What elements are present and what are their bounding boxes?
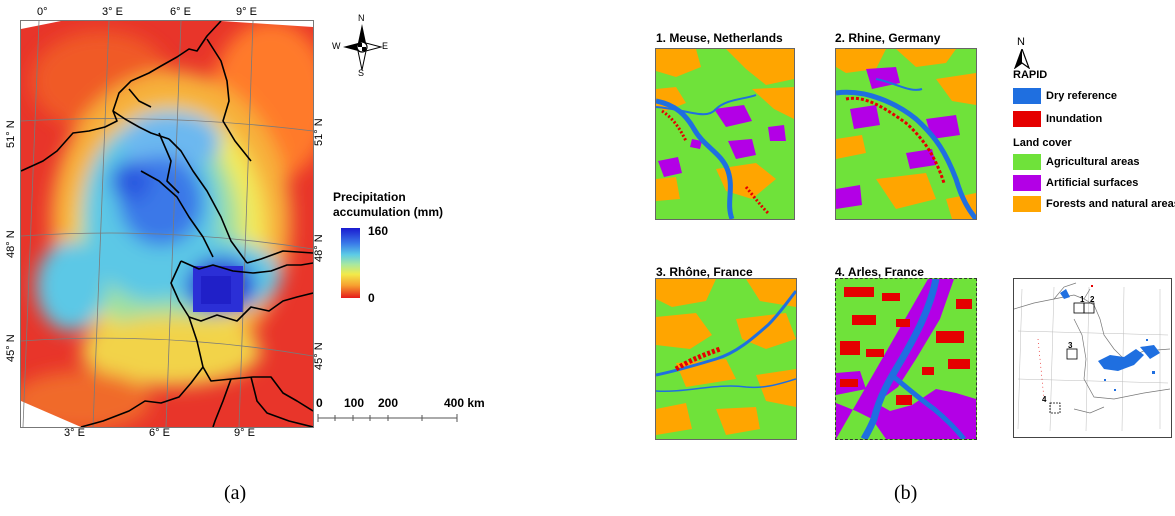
scalebar-label-400: 400 km bbox=[444, 396, 485, 410]
rapid-title: RAPID bbox=[1013, 69, 1048, 81]
compass-s: S bbox=[358, 68, 365, 78]
legend-label-artificial: Artificial surfaces bbox=[1046, 177, 1139, 189]
map-title-1: 1. Meuse, Netherlands bbox=[656, 31, 783, 45]
compass-n: N bbox=[358, 13, 365, 23]
landcover-map-3 bbox=[656, 279, 796, 435]
legend-min: 0 bbox=[368, 291, 375, 305]
inset-marker-2: 2 bbox=[1090, 295, 1095, 304]
legend-swatch-artificial bbox=[1013, 175, 1041, 191]
inset-marker-1: 1 bbox=[1080, 295, 1085, 304]
legend-label-agricultural: Agricultural areas bbox=[1046, 156, 1140, 168]
lon-tick-top-0: 0° bbox=[37, 6, 48, 18]
lat-tick-left-2: 45° N bbox=[5, 334, 17, 362]
scalebar bbox=[317, 414, 458, 422]
lat-tick-right-2: 45° N bbox=[313, 342, 325, 370]
legend-label-forests: Forests and natural areas bbox=[1046, 198, 1175, 210]
precipitation-colorbar bbox=[341, 228, 360, 298]
compass-icon bbox=[343, 24, 383, 71]
overview-map bbox=[1014, 282, 1171, 432]
scalebar-label-200: 200 bbox=[378, 396, 399, 410]
lon-tick-bottom-0: 3° E bbox=[64, 427, 85, 439]
overview-inset-map: 1 2 3 4 bbox=[1013, 278, 1172, 438]
precipitation-raster bbox=[21, 21, 313, 427]
north-label: N bbox=[1017, 36, 1025, 48]
lat-tick-left-1: 48° N bbox=[5, 230, 17, 258]
map-arles bbox=[835, 278, 977, 440]
legend-swatch-forests bbox=[1013, 196, 1041, 212]
lat-tick-right-1: 48° N bbox=[313, 234, 325, 262]
north-arrow-icon bbox=[1014, 49, 1030, 69]
map-title-2: 2. Rhine, Germany bbox=[835, 31, 941, 45]
landcover-map-4 bbox=[836, 279, 976, 439]
legend-swatch-inundation bbox=[1013, 111, 1041, 127]
landcover-map-2 bbox=[836, 49, 976, 219]
map-rhine bbox=[835, 48, 977, 220]
lat-tick-right-0: 51° N bbox=[313, 118, 325, 146]
caption-b: (b) bbox=[894, 482, 918, 504]
compass-rose: N S E W bbox=[332, 13, 392, 78]
map-rhone bbox=[655, 278, 797, 440]
legend-title-line2: accumulation (mm) bbox=[333, 205, 444, 219]
inset-marker-4: 4 bbox=[1042, 395, 1047, 404]
lon-tick-top-2: 6° E bbox=[170, 6, 191, 18]
lat-tick-left-0: 51° N bbox=[5, 120, 17, 148]
compass-w: W bbox=[332, 41, 341, 51]
lon-tick-top-3: 9° E bbox=[236, 6, 257, 18]
precipitation-map bbox=[20, 20, 314, 428]
legend-title-line1: Precipitation bbox=[333, 190, 406, 204]
lon-tick-bottom-1: 6° E bbox=[149, 427, 170, 439]
legend-swatch-dry-reference bbox=[1013, 88, 1041, 104]
panel-a: 0° 3° E 6° E 9° E bbox=[5, 6, 485, 504]
landcover-title: Land cover bbox=[1013, 137, 1072, 149]
map-meuse bbox=[655, 48, 795, 220]
lon-tick-top-1: 3° E bbox=[102, 6, 123, 18]
landcover-map-1 bbox=[656, 49, 794, 219]
map-title-3: 3. Rhône, France bbox=[656, 265, 753, 279]
legend-label-dry-reference: Dry reference bbox=[1046, 90, 1117, 102]
compass-e: E bbox=[382, 41, 389, 51]
scalebar-label-0: 0 bbox=[316, 396, 323, 410]
caption-a: (a) bbox=[224, 482, 247, 504]
legend-swatch-agricultural bbox=[1013, 154, 1041, 170]
map-title-4: 4. Arles, France bbox=[835, 265, 924, 279]
inset-marker-3: 3 bbox=[1068, 341, 1073, 350]
legend-max: 160 bbox=[368, 224, 389, 238]
scalebar-label-100: 100 bbox=[344, 396, 365, 410]
panel-b: 1. Meuse, Netherlands 2. Rhine, Germany … bbox=[600, 0, 1175, 516]
lon-tick-bottom-2: 9° E bbox=[234, 427, 255, 439]
legend-label-inundation: Inundation bbox=[1046, 113, 1103, 125]
